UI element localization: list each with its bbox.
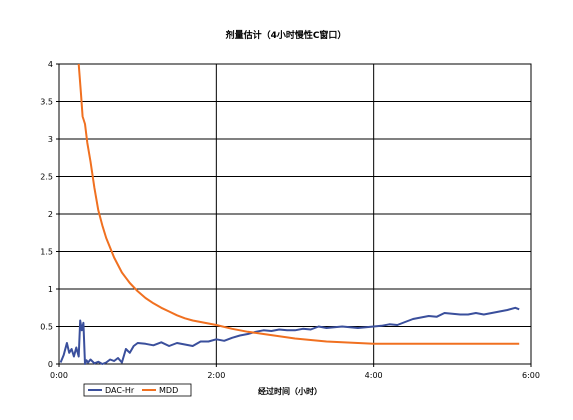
y-tick-label: 2.5: [40, 173, 53, 182]
chart-title: 剂量估计（4小时慢性C窗口）: [225, 29, 347, 41]
tick-layer: 0 0.5 1 1.5 2 2.5 3 3.5 4 0:00 2:00 4:00 6:00: [40, 60, 540, 380]
y-tick-label: 1.5: [40, 248, 53, 257]
series-line-dac-hr: [59, 306, 520, 365]
x-tick-label: 6:00: [522, 371, 540, 380]
legend-box: [83, 383, 192, 397]
x-tick-label: 0:00: [50, 371, 68, 380]
legend-label: DAC-Hr: [105, 386, 135, 395]
y-tick-label: 4: [48, 60, 53, 69]
y-tick-label: 3: [48, 135, 53, 144]
legend: DAC-Hr MDD: [83, 383, 192, 397]
y-tick-label: 1: [48, 285, 53, 294]
x-axis-label: 经过时间（小时）: [258, 386, 322, 396]
x-tick-label: 4:00: [365, 371, 383, 380]
grid-layer: [59, 64, 531, 364]
x-tick-label: 2:00: [207, 371, 225, 380]
series-layer: [59, 63, 520, 365]
series-line-mdd: [77, 63, 520, 345]
y-tick-label: 0: [48, 360, 53, 369]
y-tick-label: 2: [48, 210, 53, 219]
legend-label: MDD: [159, 386, 178, 395]
y-tick-label: 3.5: [40, 98, 53, 107]
y-tick-label: 0.5: [40, 323, 53, 332]
